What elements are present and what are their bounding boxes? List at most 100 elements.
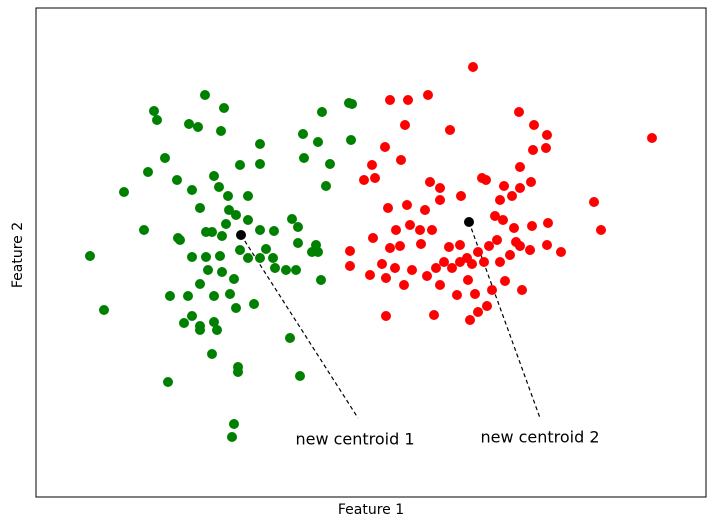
scatter-point	[285, 333, 295, 343]
annotation-line	[240, 234, 359, 419]
scatter-point	[435, 183, 445, 193]
scatter-point	[473, 247, 483, 257]
scatter-point	[229, 274, 239, 284]
scatter-point	[99, 305, 109, 315]
scatter-point	[225, 289, 235, 299]
scatter-point	[542, 240, 552, 250]
scatter-point	[484, 241, 494, 251]
scatter-point	[452, 290, 462, 300]
scatter-point	[468, 62, 478, 72]
scatter-point	[313, 137, 323, 147]
scatter-point	[515, 183, 525, 193]
scatter-point	[255, 159, 265, 169]
scatter-point	[525, 245, 535, 255]
scatter-point	[405, 220, 415, 230]
scatter-point	[152, 115, 162, 125]
scatter-point	[179, 318, 189, 328]
scatter-point	[370, 173, 380, 183]
scatter-point	[268, 253, 278, 263]
scatter-point	[235, 245, 245, 255]
scatter-point	[368, 233, 378, 243]
scatter-point	[380, 142, 390, 152]
scatter-point	[160, 153, 170, 163]
scatter-point	[298, 129, 308, 139]
scatter-point	[345, 261, 355, 271]
scatter-point	[187, 252, 197, 262]
scatter-point	[287, 214, 297, 224]
scatter-point	[293, 238, 303, 248]
scatter-point	[390, 263, 400, 273]
scatter-point	[495, 195, 505, 205]
scatter-point	[209, 291, 219, 301]
scatter-point	[515, 162, 525, 172]
scatter-point	[505, 250, 515, 260]
scatter-point	[317, 107, 327, 117]
scatter-point	[444, 242, 454, 252]
scatter-point	[528, 145, 538, 155]
scatter-point	[223, 191, 233, 201]
y-axis-label: Feature 2	[10, 222, 26, 288]
scatter-point	[249, 299, 259, 309]
scatter-point	[200, 90, 210, 100]
scatter-point	[482, 301, 492, 311]
scatter-point	[261, 244, 271, 254]
scatter-point	[231, 210, 241, 220]
scatter-point	[187, 185, 197, 195]
scatter-point	[445, 125, 455, 135]
scatter-point	[407, 265, 417, 275]
scatter-point	[385, 243, 395, 253]
scatter-point	[184, 119, 194, 129]
scatter-point	[229, 419, 239, 429]
scatter-point	[422, 271, 432, 281]
scatter-point	[543, 218, 553, 228]
scatter-point	[243, 215, 253, 225]
scatter-point	[416, 239, 426, 249]
scatter-point	[455, 240, 465, 250]
scatter-point	[227, 432, 237, 442]
scatter-point	[492, 235, 502, 245]
scatter-point	[269, 226, 279, 236]
scatter-point	[233, 362, 243, 372]
scatter-point	[195, 325, 205, 335]
scatter-point	[270, 263, 280, 273]
scatter-point	[217, 231, 227, 241]
scatter-point	[217, 267, 227, 277]
plot-frame	[35, 7, 707, 498]
scatter-point	[423, 90, 433, 100]
scatter-point	[85, 251, 95, 261]
scatter-point	[193, 122, 203, 132]
scatter-point	[321, 181, 331, 191]
scatter-point	[391, 225, 401, 235]
scatter-point	[526, 177, 536, 187]
scatter-point	[163, 377, 173, 387]
scatter-point	[203, 265, 213, 275]
scatter-point	[556, 247, 566, 257]
scatter-point	[209, 317, 219, 327]
scatter-point	[463, 275, 473, 285]
scatter-point	[221, 219, 231, 229]
scatter-point	[427, 225, 437, 235]
scatter-point	[195, 279, 205, 289]
scatter-point	[647, 133, 657, 143]
scatter-point	[467, 259, 477, 269]
scatter-point	[347, 99, 357, 109]
scatter-point	[500, 276, 510, 286]
scatter-point	[243, 191, 253, 201]
scatter-point	[365, 270, 375, 280]
scatter-point	[465, 315, 475, 325]
scatter-point	[455, 257, 465, 267]
scatter-point	[456, 191, 466, 201]
scatter-point	[377, 259, 387, 269]
scatter-point	[495, 257, 505, 267]
scatter-point	[316, 275, 326, 285]
scatter-point	[187, 311, 197, 321]
x-axis-label: Feature 1	[338, 502, 404, 518]
scatter-point	[403, 95, 413, 105]
scatter-point	[195, 203, 205, 213]
scatter-point	[325, 159, 335, 169]
scatter-point	[224, 205, 234, 215]
scatter-point	[231, 303, 241, 313]
scatter-point	[439, 257, 449, 267]
scatter-point	[143, 167, 153, 177]
scatter-point	[425, 177, 435, 187]
